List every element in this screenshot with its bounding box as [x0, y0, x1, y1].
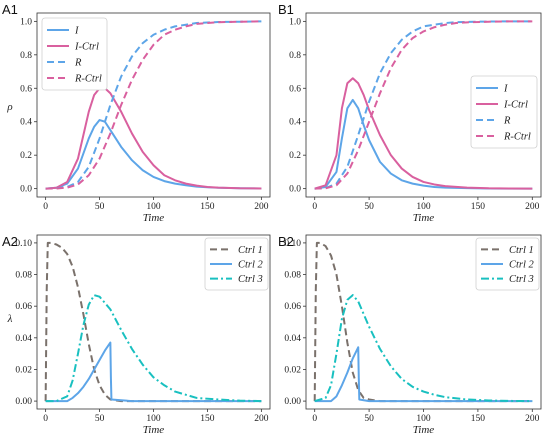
legend-box	[475, 237, 540, 291]
legend-label: R-Ctrl	[503, 132, 531, 143]
legend-label: Ctrl 1	[509, 245, 534, 256]
series-line-ctrl-2	[314, 346, 533, 403]
series-line-ctrl-2	[45, 341, 262, 403]
y-tick-label: 0.4	[20, 118, 32, 128]
y-tick-label: 0.2	[20, 151, 32, 161]
x-tick-label: 100	[416, 202, 431, 212]
legend-label: Ctrl 3	[238, 274, 263, 285]
legend: Ctrl 1 Ctrl 2 Ctrl 3	[475, 237, 540, 291]
y-tick-label: 0.10	[284, 239, 301, 249]
panel-B1: 0 50 100 150 200 0.0 0.2 0.4 0.6 0.8 1.0 Time B1 I I-C…	[278, 2, 542, 224]
x-tick-label: 200	[525, 202, 540, 212]
panel-label: A2	[2, 234, 18, 249]
y-tick-label: 0.0	[289, 185, 301, 195]
legend-label: R-Ctrl	[74, 74, 102, 85]
y-tick-label: 0.2	[289, 151, 301, 161]
x-tick-label: 50	[364, 202, 374, 212]
x-axis-label: Time	[413, 424, 435, 435]
x-tick-label: 50	[364, 414, 374, 424]
y-tick-label: 0.06	[15, 302, 32, 312]
series-line-ctrl-3	[45, 294, 262, 403]
x-tick-label: 150	[471, 414, 486, 424]
legend-label: I	[503, 84, 508, 95]
x-tick-label: 100	[416, 414, 431, 424]
y-tick-label: 0.6	[20, 84, 32, 94]
legend-label: R	[503, 116, 511, 127]
legend-label: Ctrl 2	[238, 260, 264, 271]
panel-label: A1	[2, 2, 18, 17]
x-axis-label: Time	[143, 424, 165, 435]
y-tick-label: 0.8	[20, 51, 32, 61]
y-tick-label: 0.08	[284, 271, 301, 281]
legend-label: Ctrl 2	[509, 260, 535, 271]
x-tick-label: 150	[200, 414, 215, 424]
x-tick-label: 50	[95, 202, 105, 212]
legend-label: R	[74, 58, 82, 69]
series-line-i-ctrl	[45, 87, 262, 190]
x-tick-label: 50	[95, 414, 105, 424]
y-tick-label: 0.00	[15, 397, 32, 407]
y-tick-label: 0.06	[284, 302, 301, 312]
y-tick-label: 0.04	[284, 334, 301, 344]
series-line-r	[314, 20, 533, 190]
legend-label: I	[74, 26, 79, 37]
y-tick-label: 0.10	[15, 239, 32, 249]
y-tick-label: 0.08	[15, 271, 32, 281]
y-tick-label: 0.02	[15, 365, 32, 375]
y-tick-label: 0.6	[289, 84, 301, 94]
x-tick-label: 0	[312, 414, 317, 424]
legend-box	[470, 75, 538, 149]
y-tick-label: 0.00	[284, 397, 301, 407]
y-tick-label: 0.0	[20, 185, 32, 195]
series-line-r-ctrl	[45, 20, 262, 190]
x-tick-label: 200	[254, 414, 269, 424]
legend-label: I-Ctrl	[74, 42, 99, 53]
x-tick-label: 0	[43, 202, 48, 212]
legend-label: Ctrl 3	[509, 274, 534, 285]
x-tick-label: 150	[200, 202, 215, 212]
y-tick-label: 0.04	[15, 334, 32, 344]
legend-box	[204, 237, 269, 291]
x-tick-label: 100	[146, 202, 161, 212]
x-tick-label: 0	[43, 414, 48, 424]
x-tick-label: 200	[254, 202, 269, 212]
y-axis-label: ρ	[6, 101, 12, 113]
panel-A1: 0 50 100 150 200 0.0 0.2 0.4 0.6 0.8 1.0 Time ρ A1 I I-…	[2, 2, 271, 224]
y-tick-label: 0.8	[289, 51, 301, 61]
series-line-i-ctrl	[314, 77, 533, 190]
x-axis-label: Time	[143, 212, 165, 224]
y-tick-label: 1.0	[289, 17, 301, 27]
legend: I I-Ctrl R R-Ctrl	[470, 75, 538, 149]
series-line-ctrl-3	[314, 294, 533, 403]
panel-B2: 0 50 100 150 200 0.00 0.02 0.04 0.06 0.08 0.10 Time…	[278, 234, 542, 435]
series-line-r-ctrl	[314, 20, 533, 190]
y-tick-label: 1.0	[20, 17, 32, 27]
panel-label: B2	[278, 234, 294, 249]
x-tick-label: 0	[312, 202, 317, 212]
x-tick-label: 200	[525, 414, 540, 424]
x-tick-label: 100	[146, 414, 161, 424]
legend-label: Ctrl 1	[238, 245, 263, 256]
y-tick-label: 0.4	[289, 118, 301, 128]
legend: I I-Ctrl R R-Ctrl	[41, 17, 108, 91]
legend-label: I-Ctrl	[503, 100, 528, 111]
x-axis-label: Time	[413, 212, 435, 224]
panel-A2: 0 50 100 150 200 0.00 0.02 0.04 0.06 0.08 0.10 Time…	[2, 234, 271, 435]
y-tick-label: 0.02	[284, 365, 301, 375]
legend-box	[41, 17, 108, 91]
legend: Ctrl 1 Ctrl 2 Ctrl 3	[204, 237, 269, 291]
y-axis-label: λ	[7, 313, 13, 325]
panel-label: B1	[278, 2, 294, 17]
x-tick-label: 150	[471, 202, 486, 212]
